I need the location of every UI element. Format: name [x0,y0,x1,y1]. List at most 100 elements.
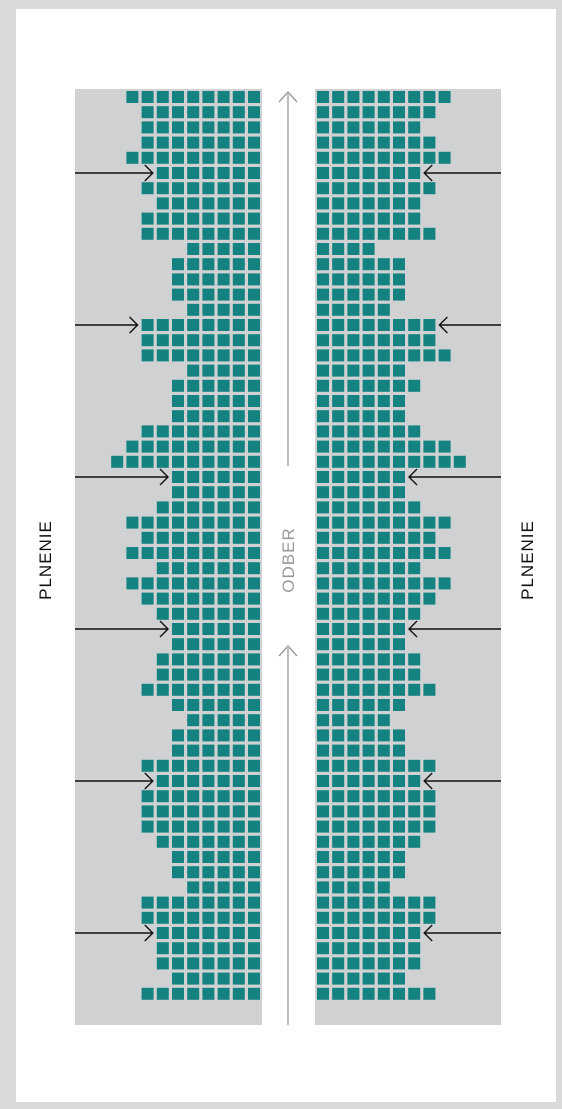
right-grid-cell [332,835,345,848]
left-grid-cell [202,607,215,620]
left-grid-cell [248,303,260,316]
left-grid-cell [217,455,230,468]
left-grid-cell [141,136,154,149]
right-grid-cell [377,896,390,909]
left-grid-cell [217,531,230,544]
left-grid-cell [156,942,169,955]
left-grid-cell [202,197,215,210]
left-grid-cell [217,395,230,407]
right-grid-cell [393,835,405,848]
right-grid-cell [317,820,329,833]
left-grid-cell [187,334,200,347]
left-grid-cell [217,167,230,179]
right-grid-cell [377,835,390,848]
left-grid-cell [156,547,169,559]
right-grid-cell [393,607,405,620]
right-grid-cell [408,577,421,590]
left-grid-cell [187,790,200,803]
left-grid-cell [217,699,230,711]
right-grid-cell [332,638,345,651]
left-grid-cell [187,319,200,331]
left-grid-cell [248,516,260,529]
left-grid-cell [202,942,215,955]
right-grid-cell [347,592,360,605]
right-grid-cell [332,714,345,727]
right-grid-cell [362,577,375,590]
left-grid-cell [248,820,260,833]
left-grid-cell [172,486,184,499]
left-grid-cell [232,531,245,544]
right-grid-cell [332,896,345,909]
right-grid-cell [317,927,329,939]
left-grid-cell [202,182,215,195]
right-grid-cell [317,425,329,438]
right-grid-cell [317,349,329,362]
left-grid-cell [248,288,260,301]
right-grid-cell [377,258,390,271]
left-grid-cell [248,440,260,453]
left-grid-cell [232,775,245,787]
left-grid-cell [172,729,184,742]
left-grid-cell [126,91,139,103]
right-grid-cell [393,349,405,362]
right-grid-cell [377,151,390,164]
right-grid-cell [408,668,421,681]
right-grid-cell [347,440,360,453]
right-grid-cell [423,577,436,590]
left-fill-arrowhead [159,620,169,638]
right-grid-cell [332,440,345,453]
left-grid-cell [248,106,260,119]
right-grid-cell [347,334,360,347]
right-grid-cell [362,835,375,848]
right-grid-cell [408,653,421,666]
right-grid-cell [393,167,405,179]
left-grid-cell [187,668,200,681]
left-grid-cell [126,440,139,453]
left-grid-cell [248,91,260,103]
right-grid-cell [332,379,345,392]
left-grid-cell [187,562,200,575]
left-grid-cell [172,972,184,985]
right-grid-cell [347,790,360,803]
left-grid-cell [172,638,184,651]
left-grid-cell [141,805,154,818]
right-grid-cell [317,623,329,635]
left-grid-cell [232,729,245,742]
center-withdraw-label: ODBER [279,527,298,593]
right-grid-cell [408,531,421,544]
left-grid-cell [202,699,215,711]
right-grid-cell [393,957,405,970]
left-grid-cell [187,349,200,362]
left-grid-cell [202,486,215,499]
left-grid-cell [156,577,169,590]
right-grid-cell [317,638,329,651]
left-grid-cell [187,911,200,924]
left-grid-cell [111,455,124,468]
left-grid-cell [217,668,230,681]
left-grid-cell [202,866,215,879]
right-grid-cell [362,516,375,529]
left-grid-cell [248,683,260,696]
left-grid-cell [248,881,260,894]
left-grid-cell [202,972,215,985]
left-grid-cell [248,486,260,499]
left-grid-cell [217,379,230,392]
right-grid-cell [317,562,329,575]
right-grid-cell [362,896,375,909]
right-grid-cell [317,106,329,119]
right-grid-cell [332,592,345,605]
left-grid-cell [156,197,169,210]
right-grid-cell [362,805,375,818]
right-grid-cell [362,471,375,483]
left-grid-cell [248,182,260,195]
left-grid-cell [248,607,260,620]
right-grid-cell [347,744,360,757]
right-grid-cell [332,927,345,939]
right-grid-cell [362,121,375,134]
left-grid-cell [248,455,260,468]
right-grid-cell [317,592,329,605]
right-grid-cell [347,653,360,666]
left-grid-cell [248,866,260,879]
right-grid-cell [423,987,436,1000]
right-grid-cell [317,212,329,225]
